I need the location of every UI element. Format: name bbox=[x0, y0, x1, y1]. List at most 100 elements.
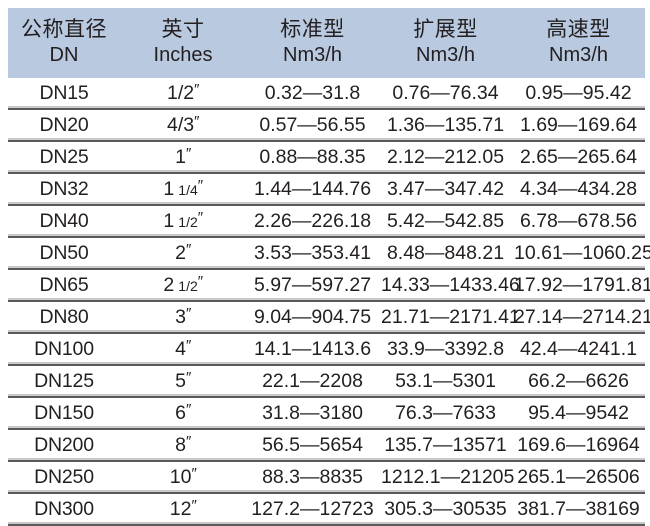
column-header-content: 高速型 Nm3/h bbox=[512, 8, 645, 78]
table-row: DN200 8″ 56.5—5654 135.7—13571 169.6—16964 bbox=[8, 429, 645, 462]
cell-extended-type: 14.33—1433.46 bbox=[379, 269, 520, 302]
column-header-in: 英寸 Inches bbox=[120, 8, 246, 78]
cell-standard-type: 56.5—5654 bbox=[246, 429, 379, 462]
cell-standard-type: 0.57—56.55 bbox=[246, 109, 379, 142]
inch-mark-icon: ″ bbox=[197, 209, 203, 226]
cell-standard-type: 0.88—88.35 bbox=[246, 141, 379, 174]
cell-high-speed-type: 4.34—434.28 bbox=[512, 173, 645, 206]
column-header-std: 标准型 Nm3/h bbox=[246, 8, 379, 78]
cell-nominal-diameter: DN100 bbox=[8, 333, 120, 366]
inch-fraction: 4/3 bbox=[167, 114, 195, 136]
cell-standard-type: 5.97—597.27 bbox=[246, 269, 379, 302]
table-row: DN150 6″ 31.8—3180 76.3—7633 95.4—9542 bbox=[8, 397, 645, 430]
flow-capacity-table: 公称直径 DN 英寸 Inches 标准型 Nm3/h 扩展型 Nm3/h 高速型 Nm3/h D… bbox=[8, 8, 650, 526]
cell-nominal-diameter: DN25 bbox=[8, 141, 120, 174]
inch-whole-number: 2 bbox=[163, 274, 175, 296]
inch-whole-number: 4 bbox=[175, 338, 187, 360]
table-row: DN65 2 1/2″ 5.97—597.27 14.33—1433.46 17.92—1… bbox=[8, 269, 650, 302]
table-row: DN100 4″ 14.1—1413.6 33.9—3392.8 42.4—4241.1 bbox=[8, 333, 645, 366]
column-header-title: 标准型 bbox=[280, 18, 345, 42]
cell-standard-type: 3.53—353.41 bbox=[246, 237, 379, 270]
inch-whole-number: 12 bbox=[169, 498, 192, 520]
cell-inches: 2 1/2″ bbox=[120, 269, 246, 302]
column-header-content: 公称直径 DN bbox=[8, 8, 120, 78]
cell-inches: 4/3″ bbox=[120, 109, 246, 142]
column-header-unit: Inches bbox=[153, 44, 213, 67]
cell-standard-type: 22.1—2208 bbox=[246, 365, 379, 398]
inch-mark-icon: ″ bbox=[186, 433, 191, 450]
cell-high-speed-type: 10.61—1060.25 bbox=[512, 237, 650, 270]
cell-high-speed-type: 6.78—678.56 bbox=[512, 205, 645, 238]
cell-nominal-diameter: DN40 bbox=[8, 205, 120, 238]
inch-mark-icon: ″ bbox=[197, 273, 203, 290]
inch-mark-icon: ″ bbox=[194, 81, 199, 98]
column-header-content: 标准型 Nm3/h bbox=[246, 8, 379, 78]
cell-high-speed-type: 2.65—265.64 bbox=[512, 141, 645, 174]
cell-nominal-diameter: DN150 bbox=[8, 397, 120, 430]
table-row: DN25 1″ 0.88—88.35 2.12—212.05 2.65—265.64 bbox=[8, 141, 645, 174]
cell-nominal-diameter: DN125 bbox=[8, 365, 120, 398]
cell-extended-type: 76.3—7633 bbox=[379, 397, 512, 430]
cell-high-speed-type: 95.4—9542 bbox=[512, 397, 645, 430]
inch-whole-number: 3 bbox=[175, 306, 187, 328]
cell-inches: 3″ bbox=[120, 301, 246, 334]
cell-extended-type: 1.36—135.71 bbox=[379, 109, 512, 142]
table-row: DN32 1 1/4″ 1.44—144.76 3.47—347.42 4.34—434.… bbox=[8, 173, 645, 206]
column-header-dn: 公称直径 DN bbox=[8, 8, 120, 78]
table-header: 公称直径 DN 英寸 Inches 标准型 Nm3/h 扩展型 Nm3/h 高速型 Nm3/h bbox=[8, 8, 645, 78]
table-row: DN20 4/3″ 0.57—56.55 1.36—135.71 1.69—169.64 bbox=[8, 109, 645, 142]
cell-nominal-diameter: DN80 bbox=[8, 301, 120, 334]
cell-extended-type: 2.12—212.05 bbox=[379, 141, 512, 174]
cell-extended-type: 3.47—347.42 bbox=[379, 173, 512, 206]
cell-inches: 2″ bbox=[120, 237, 246, 270]
cell-standard-type: 9.04—904.75 bbox=[246, 301, 379, 334]
cell-standard-type: 2.26—226.18 bbox=[246, 205, 379, 238]
cell-nominal-diameter: DN200 bbox=[8, 429, 120, 462]
column-header-title: 扩展型 bbox=[413, 18, 478, 42]
table-row: DN40 1 1/2″ 2.26—226.18 5.42—542.85 6.78—678.… bbox=[8, 205, 645, 238]
table-row: DN15 1/2″ 0.32—31.8 0.76—76.34 0.95—95.42 bbox=[8, 78, 645, 110]
cell-extended-type: 53.1—5301 bbox=[379, 365, 512, 398]
cell-high-speed-type: 27.14—2714.21 bbox=[512, 301, 650, 334]
cell-high-speed-type: 17.92—1791.81 bbox=[512, 269, 650, 302]
cell-high-speed-type: 66.2—6626 bbox=[512, 365, 645, 398]
cell-nominal-diameter: DN65 bbox=[8, 269, 120, 302]
cell-high-speed-type: 169.6—16964 bbox=[512, 429, 645, 462]
inch-mark-icon: ″ bbox=[186, 241, 191, 258]
cell-nominal-diameter: DN250 bbox=[8, 461, 120, 494]
cell-inches: 1 1/4″ bbox=[120, 173, 246, 206]
inch-fraction: 1/2 bbox=[178, 214, 198, 230]
cell-extended-type: 305.3—30535 bbox=[379, 493, 512, 526]
table-row: DN125 5″ 22.1—2208 53.1—5301 66.2—6626 bbox=[8, 365, 645, 398]
cell-inches: 8″ bbox=[120, 429, 246, 462]
inch-mark-icon: ″ bbox=[191, 465, 197, 482]
cell-inches: 1″ bbox=[120, 141, 246, 174]
column-header-content: 英寸 Inches bbox=[120, 8, 246, 78]
inch-mark-icon: ″ bbox=[186, 337, 191, 354]
cell-high-speed-type: 265.1—26506 bbox=[512, 461, 645, 494]
table-row: DN250 10″ 88.3—8835 1212.1—21205 265.1—26506 bbox=[8, 461, 645, 494]
cell-extended-type: 1212.1—21205 bbox=[379, 461, 514, 494]
inch-whole-number: 5 bbox=[175, 370, 187, 392]
cell-high-speed-type: 1.69—169.64 bbox=[512, 109, 645, 142]
inch-whole-number: 1 bbox=[163, 178, 175, 200]
column-header-unit: Nm3/h bbox=[549, 44, 608, 67]
column-header-content: 扩展型 Nm3/h bbox=[379, 8, 512, 78]
cell-inches: 12″ bbox=[120, 493, 246, 526]
column-header-ext: 扩展型 Nm3/h bbox=[379, 8, 512, 78]
cell-standard-type: 127.2—12723 bbox=[246, 493, 379, 526]
cell-high-speed-type: 42.4—4241.1 bbox=[512, 333, 645, 366]
inch-whole-number: 6 bbox=[175, 402, 187, 424]
cell-high-speed-type: 0.95—95.42 bbox=[512, 78, 645, 110]
spec-table-container: 公称直径 DN 英寸 Inches 标准型 Nm3/h 扩展型 Nm3/h 高速型 Nm3/h D… bbox=[8, 8, 650, 526]
inch-fraction: 1/4 bbox=[178, 182, 198, 198]
cell-inches: 5″ bbox=[120, 365, 246, 398]
inch-mark-icon: ″ bbox=[194, 113, 199, 130]
cell-standard-type: 88.3—8835 bbox=[246, 461, 379, 494]
table-body: DN15 1/2″ 0.32—31.8 0.76—76.34 0.95—95.42 DN2… bbox=[8, 78, 650, 526]
inch-mark-icon: ″ bbox=[186, 369, 191, 386]
inch-mark-icon: ″ bbox=[186, 305, 191, 322]
cell-nominal-diameter: DN50 bbox=[8, 237, 120, 270]
cell-inches: 1 1/2″ bbox=[120, 205, 246, 238]
cell-inches: 1/2″ bbox=[120, 78, 246, 110]
